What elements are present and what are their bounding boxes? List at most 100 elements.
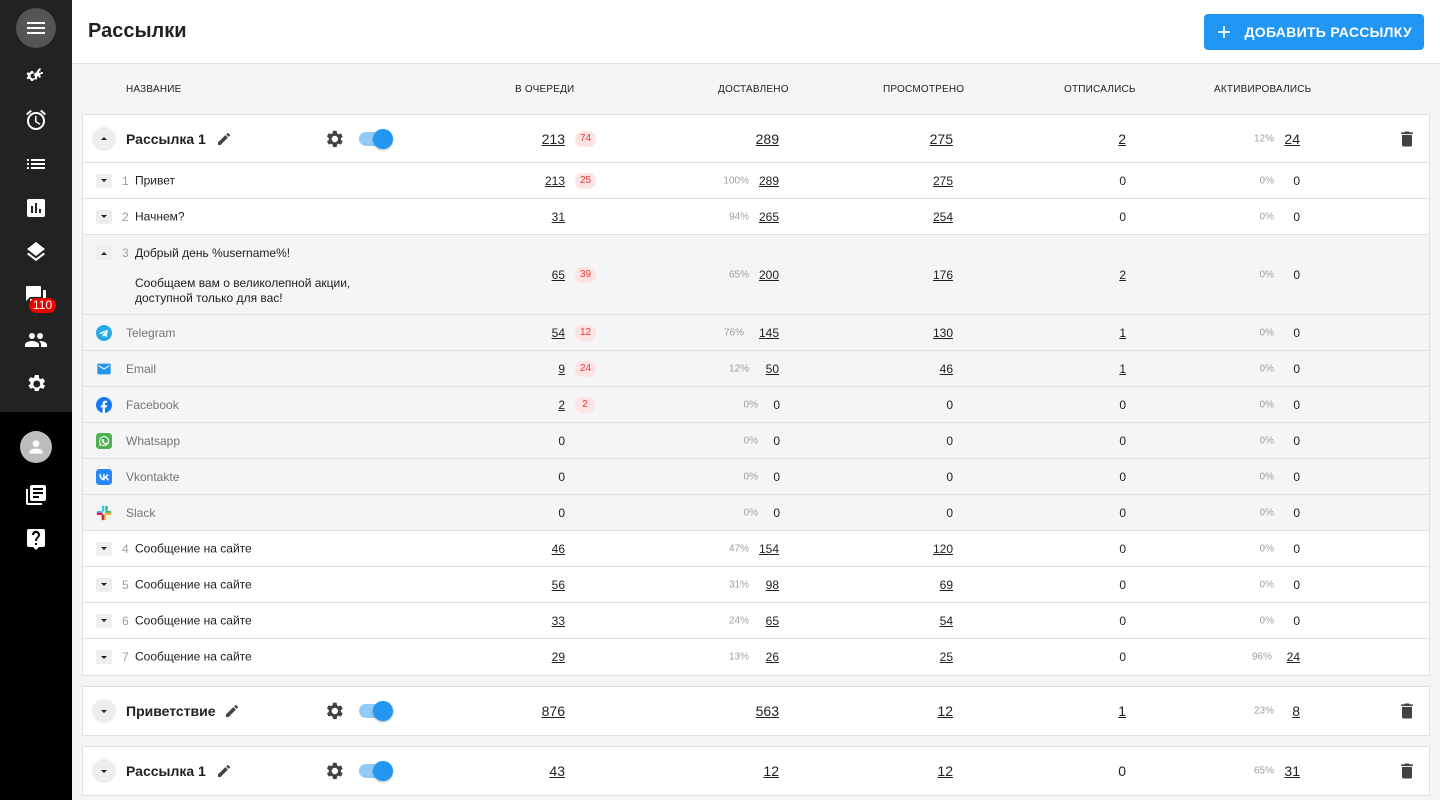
add-mailing-button[interactable]: ДОБАВИТЬ РАССЫЛКУ xyxy=(1204,14,1424,50)
queue-value[interactable]: 876 xyxy=(541,703,565,719)
people-icon[interactable] xyxy=(16,320,56,360)
collapse-button[interactable] xyxy=(96,246,112,260)
viewed-value[interactable]: 254 xyxy=(932,209,953,224)
unsubscribed-value[interactable]: 1 xyxy=(1119,325,1126,340)
delivered-value[interactable]: 145 xyxy=(758,325,779,340)
queue-value[interactable]: 213 xyxy=(541,130,565,147)
viewed-value[interactable]: 12 xyxy=(937,703,953,719)
email-icon xyxy=(97,363,111,374)
activated-percent: 0% xyxy=(1259,579,1274,590)
queue-value[interactable]: 2 xyxy=(558,397,565,412)
queue-value[interactable]: 29 xyxy=(551,650,565,664)
delivered-value[interactable]: 200 xyxy=(758,267,779,282)
delivered-value[interactable]: 289 xyxy=(755,130,779,147)
campaign-row: Приветствие 876 563 12 1 23% 8 xyxy=(83,687,1429,735)
queue-value[interactable]: 33 xyxy=(551,613,565,628)
message-text-line: Сообщаем вам о великолепной акции, xyxy=(135,276,351,290)
library-icon[interactable] xyxy=(16,475,56,515)
queue-value[interactable]: 54 xyxy=(551,325,565,340)
expand-button[interactable] xyxy=(96,541,112,556)
queue-value[interactable]: 213 xyxy=(544,173,565,188)
delete-icon[interactable] xyxy=(1397,129,1417,149)
edit-icon[interactable] xyxy=(216,131,232,147)
viewed-value[interactable]: 120 xyxy=(932,541,953,556)
expand-button[interactable] xyxy=(96,613,112,628)
delivered-value[interactable]: 563 xyxy=(755,703,779,719)
chat-icon[interactable]: 110 xyxy=(16,276,57,316)
delete-icon[interactable] xyxy=(1397,701,1417,721)
unsubscribed-value[interactable]: 2 xyxy=(1118,130,1126,147)
queue-value[interactable]: 56 xyxy=(551,577,565,592)
unsubscribed-value[interactable]: 2 xyxy=(1119,267,1126,282)
campaign-settings-icon[interactable] xyxy=(323,128,345,150)
delivered-value[interactable]: 289 xyxy=(758,173,779,188)
expand-button[interactable] xyxy=(92,699,116,723)
settings-gears-icon[interactable] xyxy=(16,56,56,96)
activated-percent: 0% xyxy=(1259,211,1274,222)
channel-row-facebook: Facebook 2 2 0% 0 0 0 0% 0 xyxy=(83,387,1429,423)
expand-button[interactable] xyxy=(96,650,112,664)
queue-value[interactable]: 9 xyxy=(558,361,565,376)
activated-value: 0 xyxy=(1293,505,1300,520)
viewed-value[interactable]: 130 xyxy=(932,325,953,340)
activated-value[interactable]: 24 xyxy=(1284,130,1300,147)
activated-percent: 23% xyxy=(1253,705,1274,717)
viewed-value[interactable]: 275 xyxy=(932,173,953,188)
delivered-value: 0 xyxy=(773,397,780,412)
unsubscribed-value[interactable]: 1 xyxy=(1118,703,1126,719)
activated-value[interactable]: 24 xyxy=(1286,650,1300,664)
viewed-value[interactable]: 176 xyxy=(932,267,953,282)
menu-icon[interactable] xyxy=(16,8,56,48)
viewed-value[interactable]: 69 xyxy=(939,577,953,592)
campaign-settings-icon[interactable] xyxy=(323,700,345,722)
activated-value[interactable]: 31 xyxy=(1284,763,1300,779)
delivered-value[interactable]: 65 xyxy=(765,613,779,628)
viewed-value[interactable]: 12 xyxy=(937,763,953,779)
expand-button[interactable] xyxy=(96,577,112,592)
campaign-toggle[interactable] xyxy=(359,761,393,781)
message-text: Сообщение на сайте xyxy=(135,577,252,591)
viewed-value[interactable]: 46 xyxy=(939,361,953,376)
campaign-toggle[interactable] xyxy=(359,128,393,149)
campaign-card: Приветствие 876 563 12 1 23% 8 xyxy=(82,686,1430,736)
delivered-value[interactable]: 154 xyxy=(758,541,779,556)
chart-icon[interactable] xyxy=(16,188,56,228)
delivered-value[interactable]: 26 xyxy=(765,650,779,664)
channel-name: Facebook xyxy=(126,397,179,412)
channel-name: Slack xyxy=(126,505,156,520)
list-icon[interactable] xyxy=(16,144,56,184)
unsubscribed-value[interactable]: 1 xyxy=(1119,361,1126,376)
gear-icon[interactable] xyxy=(16,364,56,404)
expand-button[interactable] xyxy=(92,759,116,783)
delivered-value[interactable]: 98 xyxy=(765,577,779,592)
expand-button[interactable] xyxy=(96,173,112,188)
edit-icon[interactable] xyxy=(224,703,240,719)
queue-value[interactable]: 31 xyxy=(551,209,565,224)
edit-icon[interactable] xyxy=(216,763,232,779)
expand-button[interactable] xyxy=(96,209,112,224)
delivered-value: 0 xyxy=(773,469,780,484)
alarm-icon[interactable] xyxy=(16,100,56,140)
delivered-value[interactable]: 12 xyxy=(763,763,779,779)
campaign-name: Приветствие xyxy=(126,703,216,719)
delete-icon[interactable] xyxy=(1397,761,1417,781)
delivered-value[interactable]: 50 xyxy=(765,361,779,376)
campaign-toggle[interactable] xyxy=(359,701,393,721)
help-icon[interactable] xyxy=(16,519,56,559)
layers-icon[interactable] xyxy=(16,232,56,272)
queue-value[interactable]: 46 xyxy=(551,541,565,556)
activated-value: 0 xyxy=(1293,361,1300,376)
message-text: Начнем? xyxy=(135,209,185,223)
queue-value[interactable]: 43 xyxy=(549,763,565,779)
viewed-value[interactable]: 275 xyxy=(929,130,953,147)
campaign-settings-icon[interactable] xyxy=(323,760,345,782)
queue-value[interactable]: 65 xyxy=(551,267,565,282)
avatar-icon[interactable] xyxy=(20,431,52,463)
unsubscribed-value: 0 xyxy=(1119,541,1126,556)
delivered-value[interactable]: 265 xyxy=(758,209,779,224)
viewed-value[interactable]: 25 xyxy=(939,650,953,664)
unsubscribed-value: 0 xyxy=(1119,397,1126,412)
viewed-value[interactable]: 54 xyxy=(939,613,953,628)
activated-value[interactable]: 8 xyxy=(1292,703,1300,719)
collapse-button[interactable] xyxy=(92,126,116,151)
